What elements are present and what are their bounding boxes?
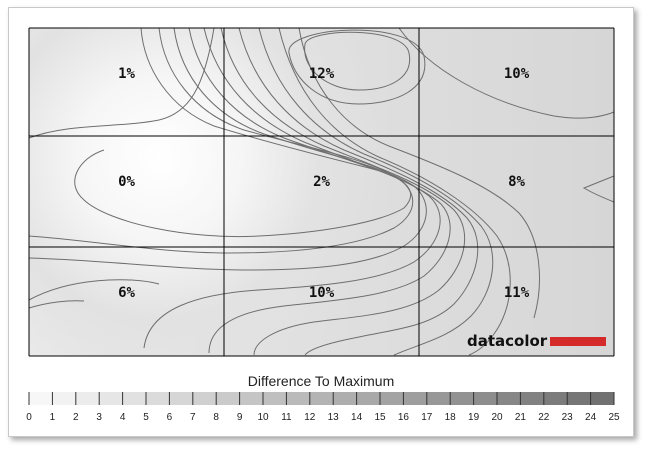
contour-line — [28, 279, 160, 301]
contour-line — [582, 175, 615, 203]
cell-label-2-2: 11% — [504, 285, 530, 301]
scale-swatch — [239, 392, 263, 405]
cell-label-1-0: 0% — [118, 174, 135, 190]
contour-line — [28, 300, 85, 309]
scale-tick-label: 7 — [190, 412, 196, 423]
heatmap-light-zone — [29, 28, 614, 356]
cell-label-2-1: 10% — [309, 285, 335, 301]
scale-tick-label: 18 — [445, 412, 457, 423]
scale-tick-label: 1 — [50, 412, 56, 423]
scale-tick-label: 20 — [491, 412, 503, 423]
scale-swatch — [52, 392, 76, 405]
contour-line — [220, 27, 466, 356]
difference-scale: 0 1 2 3 4 5 6 7 8 9 10 11 12 13 14 15 16 17 18 19 20 21 22 23 24… — [26, 392, 620, 423]
cell-label-2-0: 6% — [118, 285, 135, 301]
uniformity-heatmap: 1% 12% 10% 0% 2% 8% 6% 10% 11% datacolor… — [26, 27, 620, 423]
scale-swatch — [450, 392, 474, 405]
scale-tick-label: 3 — [96, 412, 102, 423]
scale-swatch — [520, 392, 544, 405]
scale-swatch — [497, 392, 521, 405]
contour-line — [304, 31, 411, 91]
scale-tick-label: 16 — [398, 412, 410, 423]
scale-swatch — [333, 392, 357, 405]
cell-labels: 1% 12% 10% 0% 2% 8% 6% 10% 11% — [118, 66, 530, 301]
contour-line — [74, 27, 411, 238]
contour-line — [398, 27, 615, 119]
scale-tick-label: 9 — [237, 412, 243, 423]
scale-tick-label: 8 — [213, 412, 219, 423]
scale-tick-label: 13 — [328, 412, 340, 423]
contour-line — [238, 27, 479, 356]
cell-label-0-1: 12% — [309, 66, 335, 82]
scale-title: Difference To Maximum — [248, 373, 395, 389]
scale-swatch — [286, 392, 310, 405]
scale-swatch — [75, 392, 100, 405]
contour-line — [203, 27, 451, 354]
scale-swatch — [122, 392, 146, 405]
contour-line — [258, 27, 494, 356]
scale-swatch — [590, 392, 614, 405]
contour-lines — [28, 27, 615, 356]
cell-label-1-2: 8% — [508, 174, 525, 190]
scale-tick-label: 19 — [468, 412, 480, 423]
scale-swatch — [309, 392, 334, 405]
scale-tick-label: 15 — [374, 412, 386, 423]
scale-tick-label: 24 — [585, 412, 597, 423]
scale-tick-label: 12 — [304, 412, 316, 423]
brand-accent-bar — [550, 337, 606, 346]
contour-line — [28, 27, 414, 254]
scale-swatch — [146, 392, 170, 405]
scale-swatch — [543, 392, 568, 405]
scale-swatch — [426, 392, 451, 405]
brand-name: datacolor — [467, 332, 548, 350]
scale-tick-label: 14 — [351, 412, 363, 423]
contour-line — [143, 27, 441, 349]
scale-swatch — [403, 392, 427, 405]
cell-label-0-2: 10% — [504, 66, 530, 82]
scale-tick-label: 4 — [120, 412, 126, 423]
contour-line — [28, 27, 427, 271]
scale-swatch — [216, 392, 240, 405]
scale-swatch — [473, 392, 497, 405]
scale-tick-label: 22 — [538, 412, 550, 423]
scale-swatch — [567, 392, 591, 405]
contour-line — [28, 27, 215, 139]
contour-line — [278, 27, 511, 356]
uniformity-report: 1% 12% 10% 0% 2% 8% 6% 10% 11% datacolor… — [8, 7, 634, 437]
grid-lines — [28, 27, 615, 357]
cell-label-1-1: 2% — [313, 174, 330, 190]
scale-tick-label: 2 — [73, 412, 79, 423]
scale-tick-label: 5 — [143, 412, 149, 423]
scale-tick-label: 25 — [608, 412, 620, 423]
scale-swatch — [29, 392, 53, 405]
scale-tick-label: 0 — [26, 412, 32, 423]
scale-tick-label: 6 — [167, 412, 173, 423]
scale-tick-label: 11 — [281, 412, 292, 423]
scale-swatch — [356, 392, 380, 405]
scale-swatch — [169, 392, 193, 405]
scale-tick-label: 21 — [515, 412, 527, 423]
scale-tick-label: 23 — [562, 412, 574, 423]
scale-swatch — [99, 392, 123, 405]
scale-swatch — [380, 392, 404, 405]
scale-swatch — [192, 392, 217, 405]
scale-tick-label: 17 — [421, 412, 433, 423]
scale-tick-label: 10 — [257, 412, 269, 423]
scale-swatch — [263, 392, 287, 405]
datacolor-logo: datacolor — [467, 332, 606, 350]
cell-label-0-0: 1% — [118, 66, 135, 82]
